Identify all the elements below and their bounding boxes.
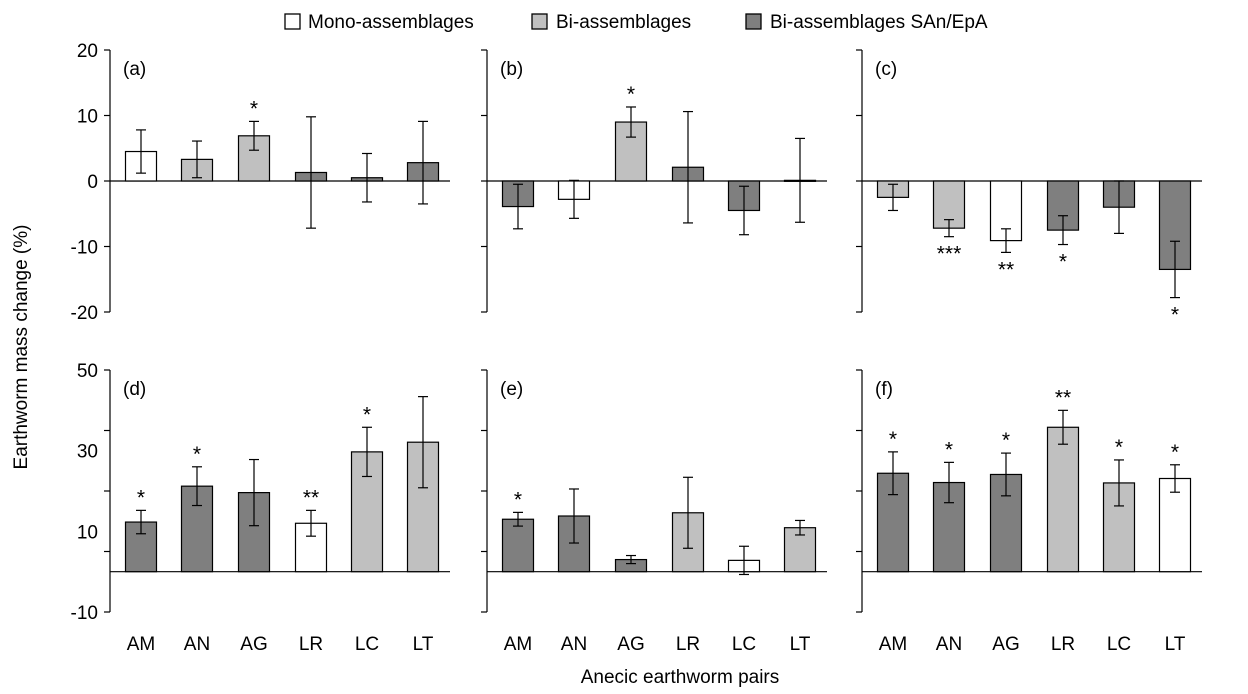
y-tick-label: 20 [77,41,98,62]
panel-label: (a) [123,59,146,80]
y-tick-label: 10 [77,107,98,128]
bar [501,518,535,573]
x-tick-label: AM [504,634,533,655]
chart-panel: (f) * AM * AN * AG ** LR * LC * LT [856,369,1202,655]
chart-panel: (e) * AM AN AG LR LC LT [481,369,827,655]
significance-label: * [363,403,371,426]
chart-panel: 50 30 10 -10 (d) * AM * AN AG ** LR * LC LT [71,361,450,655]
chart-panel: (b) * [481,49,827,313]
x-tick-label: AN [936,634,962,655]
y-tick-label: 0 [87,172,98,193]
bar [1158,477,1192,573]
x-tick-label: LT [1165,634,1186,655]
legend: Mono-assemblages Bi-assemblages Bi-assem… [284,12,988,33]
x-tick-label: LT [790,634,811,655]
y-tick-label: 10 [77,522,98,543]
panel-label: (e) [500,379,523,400]
panel-label: (f) [875,379,893,400]
panel-label: (c) [875,59,897,80]
significance-label: *** [937,243,962,266]
y-tick-label: -10 [71,238,98,259]
x-axis-label: Anecic earthworm pairs [581,667,780,688]
x-tick-label: AN [184,634,210,655]
legend-swatch-mono [284,13,301,30]
significance-label: * [250,97,258,120]
bar [1046,426,1080,573]
panel-label: (d) [123,379,146,400]
significance-label: * [1115,436,1123,459]
x-tick-label: AM [879,634,908,655]
x-tick-label: LR [299,634,323,655]
legend-swatch-bi [531,13,548,30]
y-tick-label: -20 [71,303,98,324]
significance-label: * [889,428,897,451]
panel-label: (b) [500,59,523,80]
significance-label: ** [998,258,1014,281]
significance-label: * [1059,251,1067,274]
bar [237,492,271,573]
x-tick-label: AG [617,634,644,655]
x-tick-label: AM [127,634,156,655]
legend-swatch-sanepa [745,13,762,30]
significance-label: * [1171,441,1179,464]
significance-label: * [137,486,145,509]
y-tick-label: -10 [71,603,98,624]
legend-label-mono: Mono-assemblages [308,12,474,33]
legend-label-sanepa: Bi-assemblages SAn/EpA [770,12,988,33]
x-tick-label: AG [240,634,267,655]
significance-label: * [514,488,522,511]
chart-panel: (c)***** ** [856,49,1202,327]
x-tick-label: LC [1107,634,1131,655]
significance-label: * [945,438,953,461]
x-tick-label: LR [1051,634,1075,655]
x-tick-label: LT [413,634,434,655]
bar [124,521,158,573]
y-axis-label: Earthworm mass change (%) [11,225,32,470]
y-tick-label: 50 [77,361,98,382]
significance-label: * [1002,429,1010,452]
y-tick-label: 30 [77,442,98,463]
significance-label: ** [303,486,319,509]
chart-panel: 20 10 0 -10 -20 (a) * [71,41,450,324]
significance-label: * [1171,304,1179,327]
significance-label: ** [1055,386,1071,409]
legend-label-bi: Bi-assemblages [556,12,691,33]
x-tick-label: AG [992,634,1019,655]
significance-label: * [627,83,635,106]
x-tick-label: LC [355,634,379,655]
x-tick-label: AN [561,634,587,655]
bar [932,481,966,573]
x-tick-label: LC [732,634,756,655]
x-tick-label: LR [676,634,700,655]
significance-label: * [193,443,201,466]
